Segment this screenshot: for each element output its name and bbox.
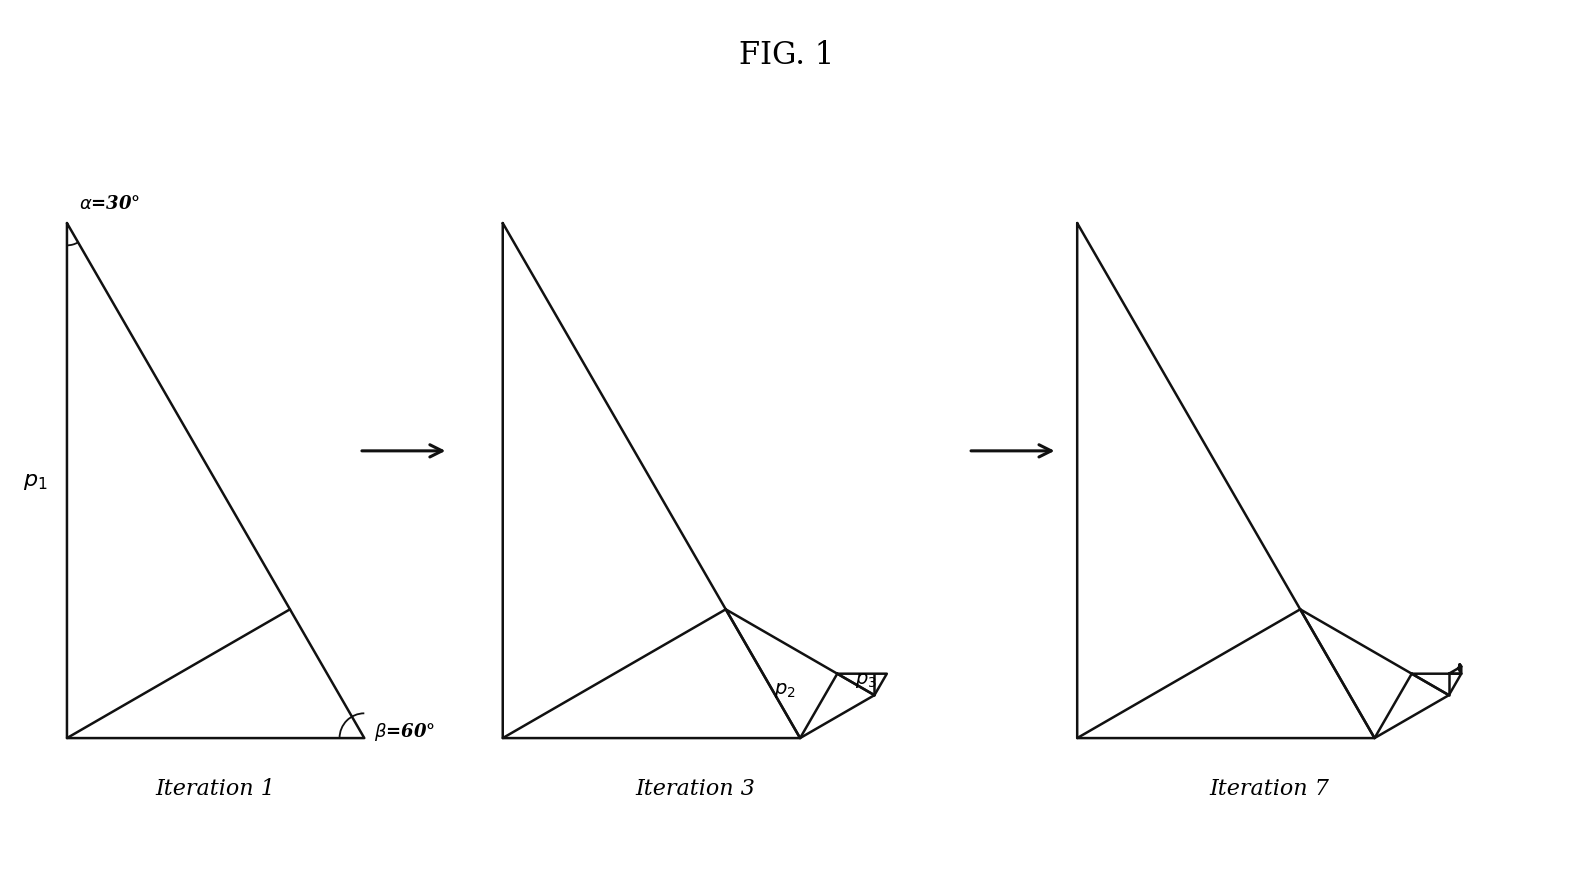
Text: $p_1$: $p_1$ [24, 469, 47, 491]
Text: FIG. 1: FIG. 1 [740, 40, 834, 71]
Text: $\beta$=60°: $\beta$=60° [375, 721, 436, 743]
Text: Iteration 7: Iteration 7 [1209, 778, 1328, 800]
Text: $\alpha$=30°: $\alpha$=30° [79, 195, 140, 213]
Text: Iteration 3: Iteration 3 [634, 778, 754, 800]
Text: Iteration 1: Iteration 1 [156, 778, 275, 800]
Text: $p_2$: $p_2$ [774, 681, 796, 700]
Text: $p_3$: $p_3$ [855, 672, 877, 691]
